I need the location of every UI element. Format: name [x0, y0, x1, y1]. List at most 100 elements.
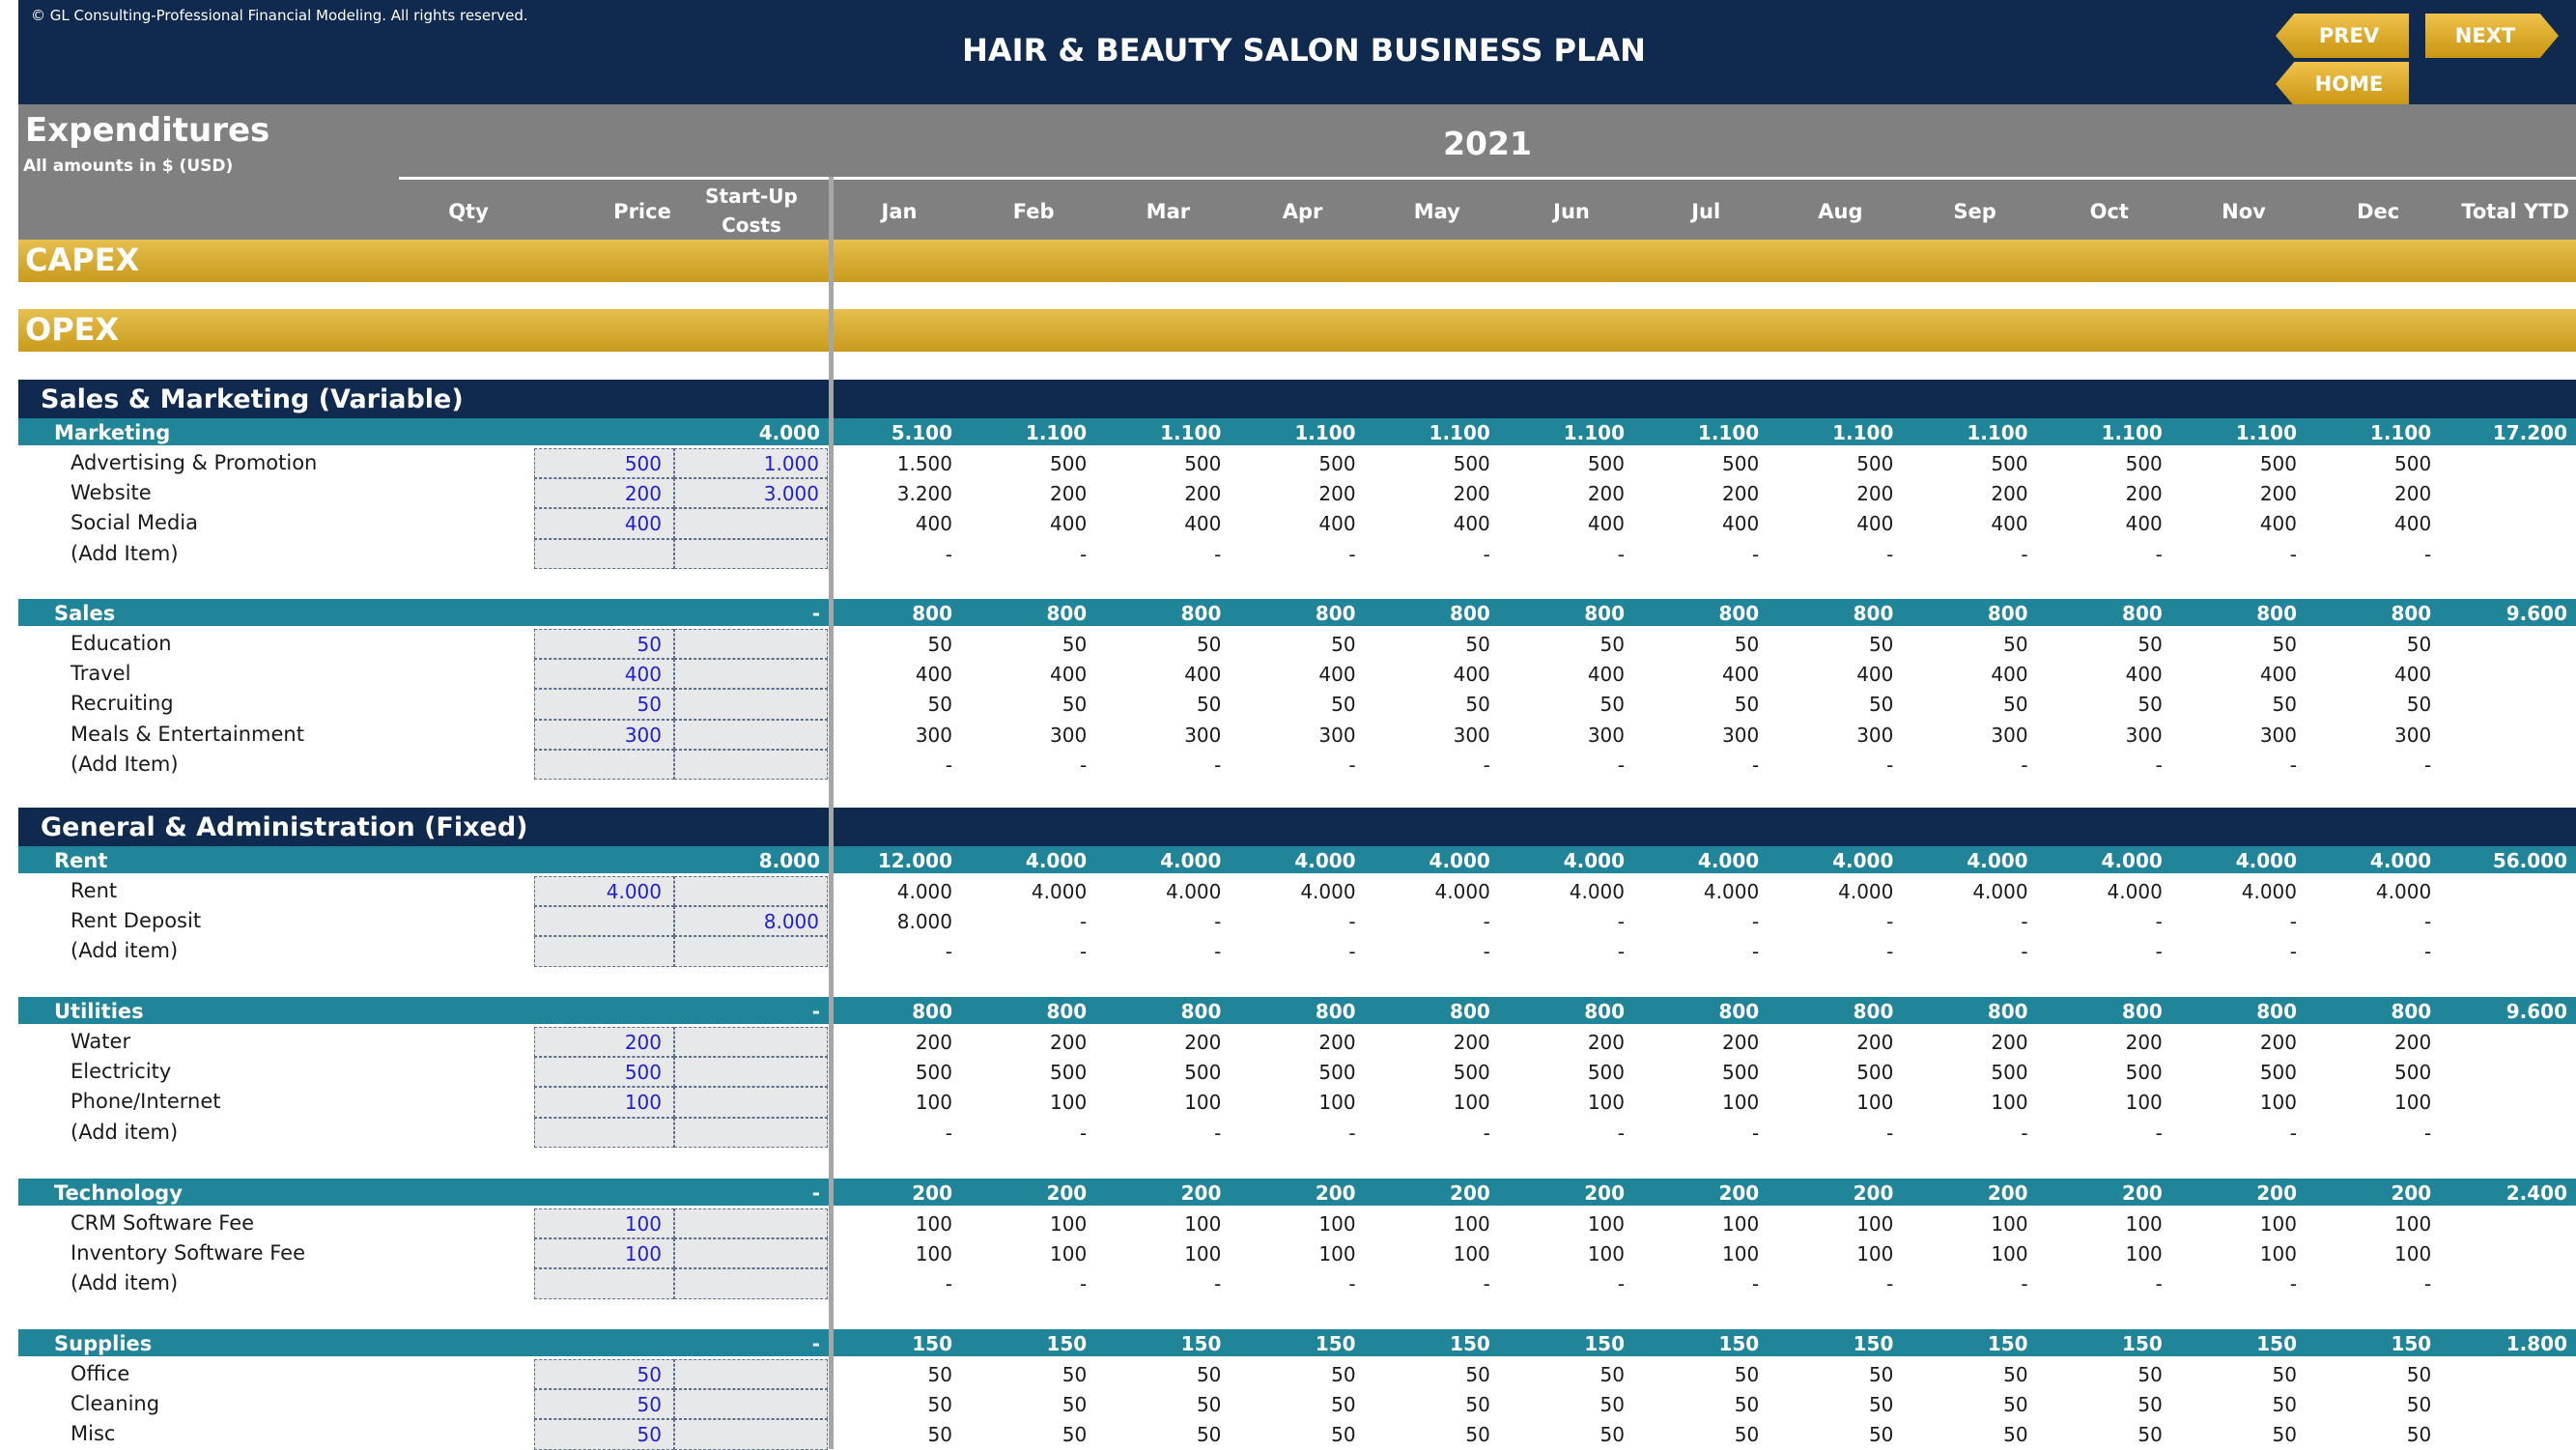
month-value: 400: [1453, 512, 1490, 536]
startup-input[interactable]: [674, 1389, 828, 1420]
startup-input[interactable]: [674, 1238, 828, 1269]
group-month-total: 800: [1046, 1000, 1088, 1023]
month-value: -: [1214, 910, 1222, 934]
month-value: 4.000: [1838, 880, 1894, 903]
startup-input[interactable]: [674, 1268, 828, 1299]
startup-input[interactable]: [674, 538, 828, 569]
month-value: 100: [2259, 1242, 2297, 1266]
month-value: -: [1348, 1272, 1356, 1296]
month-value: -: [2423, 542, 2432, 566]
sheet-subtitle: All amounts in $ (USD): [23, 156, 234, 176]
price-input[interactable]: [534, 508, 674, 539]
price-input[interactable]: [534, 1208, 674, 1239]
startup-input[interactable]: [674, 719, 828, 750]
month-value: 50: [2137, 633, 2163, 656]
price-input[interactable]: [534, 719, 674, 750]
price-input[interactable]: [534, 659, 674, 690]
month-value: 100: [1184, 1242, 1222, 1266]
startup-input[interactable]: [674, 906, 828, 937]
price-input[interactable]: [534, 448, 674, 479]
month-value: 300: [1722, 723, 1760, 747]
price-input[interactable]: [534, 1389, 674, 1420]
month-value: 50: [2406, 633, 2432, 656]
group-month-total: 1.100: [1967, 421, 2028, 444]
group-month-total: 4.000: [1563, 849, 1625, 872]
price-input[interactable]: [534, 876, 674, 907]
month-value: 4.000: [1166, 880, 1222, 903]
startup-input[interactable]: [674, 876, 828, 907]
col-month-aug: Aug: [1818, 200, 1863, 223]
month-value: 300: [1587, 723, 1625, 747]
price-input[interactable]: [534, 538, 674, 569]
price-input[interactable]: [534, 1087, 674, 1118]
month-value: 4.000: [1569, 880, 1625, 903]
group-month-total: 800: [912, 602, 952, 625]
month-value: -: [2021, 1272, 2028, 1296]
startup-input[interactable]: [674, 629, 828, 660]
month-value: 200: [1991, 482, 2028, 506]
month-value: -: [1483, 940, 1490, 964]
startup-input[interactable]: [674, 1208, 828, 1239]
price-input[interactable]: [534, 1419, 674, 1450]
month-value: -: [1751, 542, 1760, 566]
startup-input[interactable]: [674, 749, 828, 780]
home-button[interactable]: HOME: [2276, 62, 2409, 106]
price-input[interactable]: [534, 749, 674, 780]
startup-input[interactable]: [674, 936, 828, 967]
month-value: -: [2021, 910, 2028, 934]
startup-value: 3.000: [763, 482, 819, 506]
next-button[interactable]: NEXT: [2425, 14, 2559, 58]
startup-input[interactable]: [674, 1027, 828, 1058]
startup-input[interactable]: [674, 689, 828, 720]
group-startup-total: -: [811, 1000, 820, 1023]
startup-input[interactable]: [674, 1057, 828, 1088]
startup-input[interactable]: [674, 1117, 828, 1148]
startup-input[interactable]: [674, 1087, 828, 1118]
startup-input[interactable]: [674, 508, 828, 539]
price-input[interactable]: [534, 629, 674, 660]
month-value: -: [1751, 940, 1760, 964]
month-value: 100: [1722, 1091, 1760, 1115]
month-value: 100: [2259, 1091, 2297, 1115]
group-month-total: 1.100: [2369, 421, 2432, 444]
prev-button[interactable]: PREV: [2276, 14, 2409, 58]
price-input[interactable]: [534, 689, 674, 720]
month-value: 500: [1991, 452, 2028, 475]
price-input[interactable]: [534, 478, 674, 509]
month-value: 400: [1587, 663, 1625, 687]
month-value: 100: [1722, 1242, 1760, 1266]
group-month-total: 800: [1987, 602, 2028, 625]
price-input[interactable]: [534, 906, 674, 937]
month-value: 50: [1599, 1393, 1625, 1417]
startup-input[interactable]: [674, 659, 828, 690]
month-value: 500: [1318, 1061, 1356, 1085]
month-value: 200: [1722, 1031, 1760, 1054]
month-value: 50: [2137, 1363, 2163, 1386]
price-input[interactable]: [534, 1117, 674, 1148]
month-value: -: [2021, 753, 2028, 777]
price-input[interactable]: [534, 936, 674, 967]
price-input[interactable]: [534, 1238, 674, 1269]
month-value: 200: [2259, 1031, 2297, 1054]
month-value: 50: [1868, 633, 1894, 656]
month-value: 200: [1856, 482, 1894, 506]
startup-input[interactable]: [674, 478, 828, 509]
month-value: -: [1079, 753, 1088, 777]
group-month-total: 800: [1315, 1000, 1356, 1023]
month-value: 200: [1453, 482, 1490, 506]
group-month-total: 1.100: [2101, 421, 2163, 444]
price-input[interactable]: [534, 1268, 674, 1299]
month-value: 4.000: [1031, 880, 1088, 903]
price-input[interactable]: [534, 1359, 674, 1390]
month-value: 100: [1991, 1212, 2028, 1236]
startup-input[interactable]: [674, 1419, 828, 1450]
line-item-label: Education: [71, 632, 172, 655]
month-value: -: [1886, 940, 1894, 964]
month-value: 4.000: [1972, 880, 2028, 903]
price-input[interactable]: [534, 1057, 674, 1088]
startup-input[interactable]: [674, 448, 828, 479]
price-input[interactable]: [534, 1027, 674, 1058]
month-value: 500: [2394, 452, 2432, 475]
startup-input[interactable]: [674, 1359, 828, 1390]
month-value: 50: [1331, 1423, 1356, 1447]
